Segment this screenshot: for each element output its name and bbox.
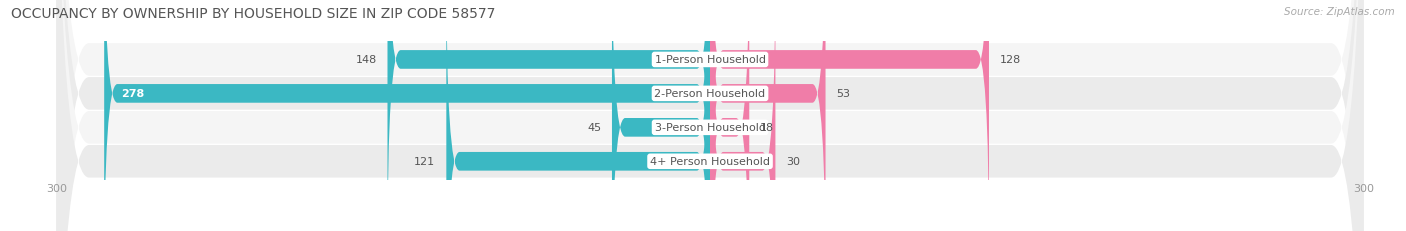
Text: OCCUPANCY BY OWNERSHIP BY HOUSEHOLD SIZE IN ZIP CODE 58577: OCCUPANCY BY OWNERSHIP BY HOUSEHOLD SIZE… bbox=[11, 7, 496, 21]
FancyBboxPatch shape bbox=[612, 0, 710, 231]
Text: 2-Person Household: 2-Person Household bbox=[654, 89, 766, 99]
FancyBboxPatch shape bbox=[710, 0, 825, 231]
FancyBboxPatch shape bbox=[710, 0, 988, 231]
FancyBboxPatch shape bbox=[388, 0, 710, 231]
FancyBboxPatch shape bbox=[104, 0, 710, 231]
Text: 18: 18 bbox=[761, 123, 775, 133]
Text: 30: 30 bbox=[786, 157, 800, 167]
Legend: Owner-occupied, Renter-occupied: Owner-occupied, Renter-occupied bbox=[593, 228, 827, 231]
Text: 278: 278 bbox=[121, 89, 145, 99]
FancyBboxPatch shape bbox=[56, 0, 1364, 231]
Text: 121: 121 bbox=[415, 157, 436, 167]
FancyBboxPatch shape bbox=[56, 0, 1364, 231]
FancyBboxPatch shape bbox=[446, 0, 710, 231]
Text: 3-Person Household: 3-Person Household bbox=[655, 123, 765, 133]
Text: 53: 53 bbox=[837, 89, 851, 99]
Text: 128: 128 bbox=[1000, 55, 1021, 65]
Text: 148: 148 bbox=[356, 55, 377, 65]
FancyBboxPatch shape bbox=[710, 0, 749, 231]
Text: Source: ZipAtlas.com: Source: ZipAtlas.com bbox=[1284, 7, 1395, 17]
FancyBboxPatch shape bbox=[710, 0, 776, 231]
Text: 1-Person Household: 1-Person Household bbox=[655, 55, 765, 65]
Text: 45: 45 bbox=[586, 123, 602, 133]
FancyBboxPatch shape bbox=[56, 0, 1364, 231]
Text: 4+ Person Household: 4+ Person Household bbox=[650, 157, 770, 167]
FancyBboxPatch shape bbox=[56, 0, 1364, 231]
